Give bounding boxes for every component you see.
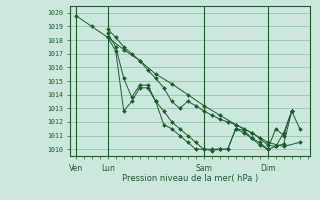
X-axis label: Pression niveau de la mer( hPa ): Pression niveau de la mer( hPa ) xyxy=(122,174,259,183)
